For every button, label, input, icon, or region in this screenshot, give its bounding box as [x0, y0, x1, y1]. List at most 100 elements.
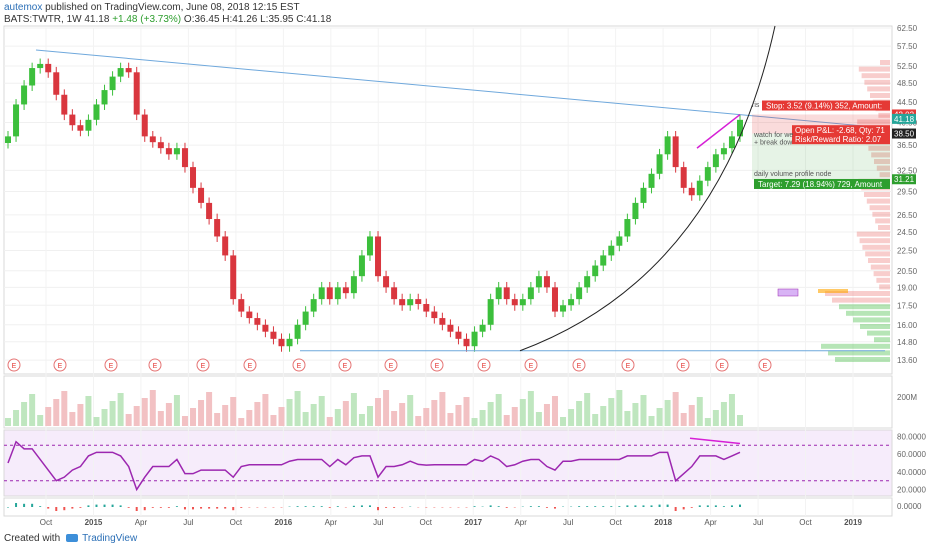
price-tick-label: 24.50 — [897, 228, 918, 237]
price-scale[interactable]: 62.5057.5052.5048.5044.5040.5036.5032.50… — [897, 24, 918, 365]
candle-body — [399, 299, 406, 306]
volume-bar — [728, 394, 735, 426]
volume-bar — [712, 410, 719, 426]
change-pct: (+3.73%) — [140, 14, 182, 25]
author-link[interactable]: autemox — [4, 2, 43, 13]
candle-body — [568, 299, 575, 306]
risk-reward-label: Risk/Reward Ratio: 2.07 — [795, 135, 882, 144]
macd-histogram-bar — [545, 507, 548, 508]
macd-histogram-bar — [666, 504, 669, 507]
volume-bar — [640, 395, 647, 426]
volume-bar — [29, 394, 36, 426]
earnings-marker-icon — [430, 358, 444, 372]
macd-histogram-bar — [111, 504, 114, 507]
candle-body — [479, 324, 486, 332]
candle-body — [560, 305, 567, 312]
earnings-marker-icon — [715, 358, 729, 372]
macd-histogram-bar — [167, 507, 170, 508]
candle-body — [294, 324, 301, 339]
earnings-marker-icon — [477, 358, 491, 372]
earnings-marker-label: E — [435, 363, 440, 370]
volume-profile-bar — [870, 93, 890, 98]
stop-label-bg — [762, 100, 890, 111]
open-pl-label: Open P&L: -2.68, Qty: 71 — [795, 126, 885, 135]
time-axis[interactable]: Oct 2015 Apr Jul Oct 2016 Apr Jul Oct 2017 Apr Jul O… — [40, 518, 863, 527]
candle-body — [61, 94, 68, 115]
price-label-bg — [892, 174, 916, 185]
volume-bar — [206, 392, 213, 426]
candle-body — [455, 331, 462, 339]
low-value: L:35.95 — [260, 14, 294, 25]
macd-pane[interactable] — [3, 497, 893, 517]
earnings-marker-icon — [621, 358, 635, 372]
price-tick-label: 62.50 — [897, 24, 918, 33]
candle-body — [608, 245, 615, 256]
volume-bar — [262, 394, 269, 426]
candle-body — [712, 154, 719, 168]
open-pl-label-bg — [792, 125, 890, 145]
candle-body — [640, 187, 647, 203]
volume-profile-bar — [869, 205, 890, 211]
volume-bar — [696, 397, 703, 426]
macd-histogram-bar — [63, 507, 66, 511]
macd-histogram-bar — [722, 506, 725, 507]
volume-bar — [672, 392, 679, 426]
candle-body — [302, 311, 309, 325]
volume-bar — [519, 399, 526, 426]
earnings-marker-icon — [676, 358, 690, 372]
volume-profile-bar — [871, 152, 890, 158]
macd-histogram-bar — [730, 505, 733, 507]
volume-profile-bar — [878, 112, 890, 118]
earnings-marker-label: E — [343, 363, 348, 370]
macd-histogram-bar — [674, 507, 677, 511]
volume-bar — [543, 404, 550, 426]
volume-profile-bar — [859, 238, 890, 244]
candle-body — [503, 287, 510, 300]
macd-histogram-bar — [55, 507, 58, 511]
time-tick-label: 2018 — [654, 518, 672, 527]
candle-body — [584, 276, 591, 288]
earnings-marker-label: E — [58, 363, 63, 370]
macd-histogram-bar — [216, 507, 219, 509]
candle-body — [519, 299, 526, 306]
rsi-scale-label: 60.0000 — [897, 450, 926, 459]
volume-profile-bar — [839, 304, 890, 310]
time-tick-label: Apr — [514, 518, 527, 527]
candle-body — [664, 136, 671, 155]
candle-body — [101, 90, 108, 105]
earnings-marker-icon — [524, 358, 538, 372]
candle-body — [407, 299, 414, 306]
volume-bar — [584, 393, 591, 426]
macd-histogram-bar — [7, 507, 9, 508]
main-pane[interactable] — [3, 25, 893, 375]
volume-profile-bar — [870, 264, 890, 270]
candle-body — [238, 299, 245, 312]
volume-profile-bar — [835, 357, 890, 362]
volume-bar — [648, 416, 655, 426]
price-tick-label: 16.00 — [897, 321, 918, 330]
volume-profile-bar — [865, 251, 890, 257]
candle-body — [222, 236, 229, 256]
brand-link[interactable]: TradingView — [82, 533, 138, 544]
volume-bar — [37, 415, 44, 426]
candle-body — [383, 276, 390, 288]
candle-body — [350, 276, 357, 294]
earnings-marker-label: E — [201, 363, 206, 370]
candle-body — [254, 318, 261, 325]
volume-bar — [173, 395, 180, 426]
candle-body — [5, 136, 11, 144]
rsi-pane[interactable] — [3, 429, 893, 497]
footer: Created with TradingView — [4, 533, 137, 544]
time-tick-label: Jul — [753, 518, 763, 527]
volume-bar — [342, 401, 349, 426]
macd-histogram-bar — [618, 506, 621, 507]
macd-histogram-bar — [360, 505, 363, 507]
volume-bar — [165, 403, 172, 426]
candle-body — [342, 287, 349, 294]
volume-profile-poc — [818, 289, 848, 293]
candle-body — [366, 236, 373, 256]
rsi-scale-label: 80.0000 — [897, 432, 926, 441]
volume-bar — [447, 413, 454, 426]
macd-histogram-bar — [377, 507, 380, 511]
